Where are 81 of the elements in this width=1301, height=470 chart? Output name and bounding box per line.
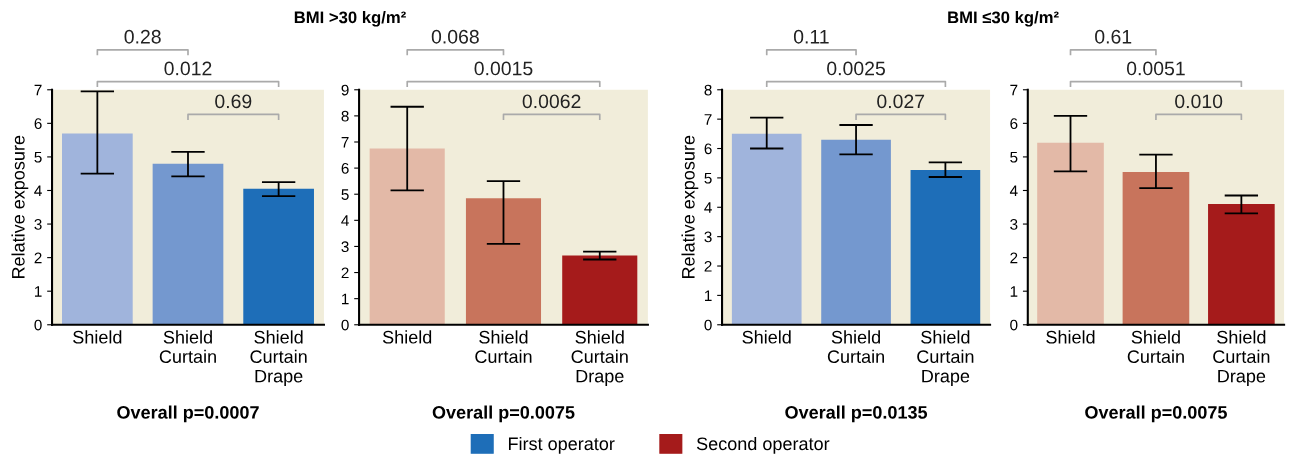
- x-tick-label: Shield Curtain: [1127, 330, 1184, 364]
- x-axis-title: Overall p=0.0007: [117, 405, 259, 423]
- y-tick-label: 6: [704, 143, 712, 155]
- x-axis-title: Overall p=0.0075: [1085, 405, 1227, 423]
- x-tick-label: Shield Curtain: [475, 330, 532, 364]
- text: 0.012: [164, 61, 212, 76]
- y-axis-title: Relative exposure: [681, 135, 699, 279]
- bar: [243, 188, 314, 325]
- y-tick-label: 5: [704, 172, 712, 184]
- x-tick-label: Shield Curtain Drape: [1213, 330, 1270, 387]
- y-tick-label: 0: [34, 319, 42, 331]
- y-axis-title: Relative exposure: [11, 135, 29, 279]
- annotation: 0.0062: [522, 94, 581, 109]
- y-tick-label: 3: [1010, 218, 1018, 230]
- y-tick-label: 5: [341, 189, 349, 200]
- y-tick-label: 7: [1010, 84, 1018, 96]
- x-tick-label: Shield: [1046, 330, 1095, 344]
- text: 0.28: [124, 29, 161, 44]
- y-tick-label: 4: [341, 215, 349, 226]
- y-tick-label: 3: [34, 218, 42, 230]
- y-tick-label: 6: [1010, 118, 1018, 130]
- y-tick-label: 5: [34, 151, 42, 163]
- y-tick-label: 4: [704, 202, 712, 213]
- annotation: 0.027: [877, 94, 925, 109]
- text: 0.068: [431, 29, 479, 44]
- y-tick-label: 0: [341, 319, 349, 331]
- y-tick-label: 6: [341, 162, 349, 174]
- bar: [1122, 172, 1190, 325]
- y-tick-label: 9: [341, 84, 349, 96]
- y-tick-label: 3: [341, 241, 349, 253]
- bar: [731, 133, 802, 325]
- y-tick-label: 4: [34, 185, 42, 197]
- x-tick-label: Shield Curtain Drape: [917, 330, 974, 387]
- y-tick-label: 6: [34, 118, 42, 130]
- y-tick-label: 3: [704, 231, 712, 243]
- y-tick-label: 7: [34, 84, 42, 96]
- x-tick-label: Shield Curtain: [159, 330, 216, 364]
- annotation: 0.010: [1175, 94, 1223, 109]
- y-tick-label: 0: [704, 319, 712, 331]
- y-tick-label: 7: [341, 137, 349, 148]
- x-tick-label: Shield: [382, 330, 432, 344]
- y-tick-label: 8: [341, 110, 349, 122]
- bar: [821, 139, 891, 325]
- text: 0.0025: [827, 61, 885, 76]
- x-tick-label: Shield: [742, 330, 791, 344]
- bar: [465, 198, 542, 325]
- bar: [369, 148, 445, 325]
- y-tick-label: 4: [1009, 185, 1018, 197]
- bar: [152, 163, 224, 325]
- x-tick-label: Shield Curtain: [827, 330, 884, 364]
- annotation: 0.69: [215, 94, 252, 109]
- y-tick-label: 7: [704, 114, 712, 125]
- y-tick-label: 1: [34, 286, 42, 297]
- y-tick-label: 8: [704, 84, 712, 96]
- x-axis-title: Overall p=0.0135: [785, 405, 928, 423]
- bar: [62, 133, 133, 325]
- bar: [1037, 142, 1104, 325]
- y-tick-label: 1: [705, 290, 712, 301]
- y-tick-label: 2: [1010, 252, 1018, 264]
- chart-title: BMI ≤30 kg/m²: [948, 11, 1059, 27]
- x-tick-label: Shield Curtain Drape: [250, 330, 307, 387]
- y-tick-label: 2: [341, 267, 349, 279]
- text: 0.61: [1095, 29, 1132, 44]
- chart-title: BMI >30 kg/m²: [294, 11, 406, 27]
- text: 0.0051: [1126, 61, 1185, 76]
- x-tick-label: Shield Curtain Drape: [571, 330, 628, 387]
- text: 0.11: [793, 29, 829, 44]
- bar: [1208, 203, 1275, 325]
- y-tick-label: 0: [1010, 319, 1018, 331]
- legend-label: Second operator: [696, 436, 830, 454]
- x-axis-title: Overall p=0.0075: [432, 405, 575, 423]
- x-tick-label: Shield: [73, 330, 122, 344]
- text: 0.0015: [474, 61, 533, 76]
- y-tick-label: 2: [34, 252, 42, 264]
- y-tick-label: 1: [1010, 286, 1018, 297]
- bar: [910, 169, 981, 325]
- legend-label: First operator: [508, 436, 615, 454]
- bar: [562, 255, 638, 325]
- y-tick-label: 5: [1010, 151, 1018, 163]
- y-tick-label: 1: [342, 293, 349, 305]
- y-tick-label: 2: [704, 260, 712, 272]
